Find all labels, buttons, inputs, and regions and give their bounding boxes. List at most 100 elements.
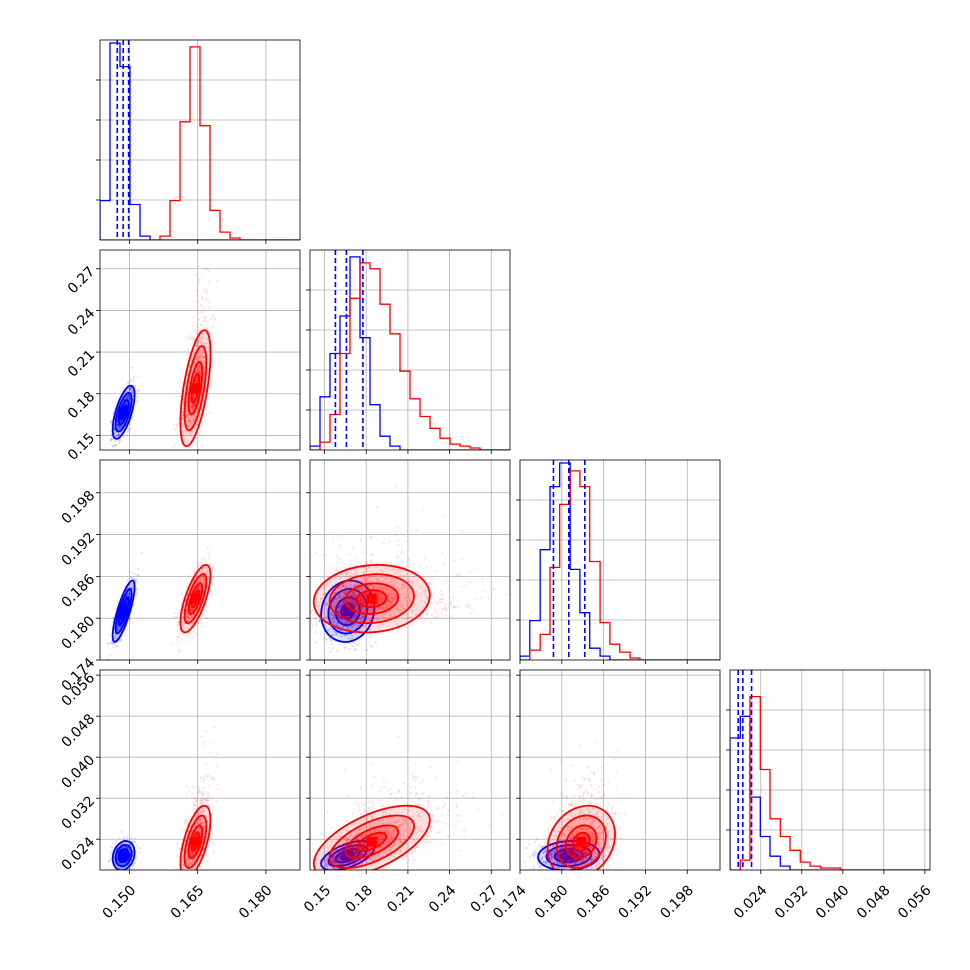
scatter-point-blue-2-1: [360, 606, 363, 609]
scatter-point-red-1-0: [178, 395, 181, 398]
scatter-point-blue-1-0: [109, 420, 112, 424]
hist-bar-red-3-6: [790, 850, 800, 870]
scatter-point-red-1-0: [199, 356, 202, 359]
scatter-point-blue-2-1: [332, 619, 335, 622]
scatter-point-blue-2-1: [334, 622, 337, 626]
scatter-point-red-1-0: [187, 420, 190, 423]
scatter-point-blue-1-0: [116, 427, 119, 430]
scatter-point-blue-2-1: [361, 598, 364, 601]
scatter-point-blue-2-1: [342, 601, 346, 604]
scatter-point-red-2-1: [416, 593, 419, 597]
scatter-point-red-2-0: [185, 614, 188, 617]
scatter-point-red-1-0: [196, 368, 199, 371]
scatter-point-red-1-0: [194, 358, 197, 361]
scatter-point-red-2-0: [199, 579, 202, 582]
scatter-point-red-1-0: [193, 405, 196, 408]
scatter-point-blue-2-1: [324, 584, 327, 587]
scatter-point-blue-2-1: [353, 590, 356, 593]
scatter-point-red-1-0: [197, 419, 200, 422]
scatter-point-blue-2-1: [361, 602, 364, 605]
scatter-point-blue-1-0: [117, 433, 120, 436]
scatter-point-red-2-1: [320, 597, 323, 600]
scatter-point-red-1-0: [204, 267, 207, 270]
scatter-point-blue-1-0: [119, 425, 122, 428]
scatter-point-blue-2-1: [354, 603, 357, 606]
scatter-point-red-1-0: [193, 395, 196, 398]
hist-bar-red-1-5: [360, 263, 370, 450]
scatter-point-red-2-0: [175, 636, 178, 639]
scatter-point-blue-2-1: [357, 587, 360, 590]
scatter-point-blue-1-0: [127, 428, 130, 431]
scatter-point-red-1-0: [192, 403, 195, 406]
scatter-point-red-1-0: [205, 338, 208, 341]
scatter-point-blue-2-0: [132, 572, 135, 575]
scatter-point-red-2-0: [197, 580, 200, 584]
scatter-point-red-1-0: [181, 433, 184, 437]
scatter-point-red-2-0: [199, 562, 202, 566]
scatter-point-red-1-0: [193, 362, 196, 365]
scatter-point-blue-2-0: [128, 594, 131, 597]
scatter-point-blue-2-1: [359, 598, 362, 601]
scatter-point-blue-2-1: [352, 590, 355, 593]
scatter-point-blue-2-1: [356, 573, 359, 576]
scatter-point-red-1-0: [187, 413, 190, 416]
scatter-point-red-1-0: [194, 371, 197, 374]
scatter-point-red-1-0: [201, 307, 204, 310]
scatter-point-red-2-1: [466, 605, 470, 608]
scatter-point-blue-2-1: [354, 616, 357, 619]
scatter-point-red-1-0: [203, 325, 206, 329]
scatter-point-red-2-1: [360, 606, 363, 609]
scatter-point-blue-2-1: [327, 628, 330, 632]
scatter-point-blue-2-1: [336, 611, 339, 614]
scatter-point-red-2-0: [206, 573, 209, 576]
scatter-point-blue-1-0: [117, 433, 120, 436]
scatter-point-red-2-0: [176, 638, 179, 642]
scatter-point-red-1-0: [191, 430, 194, 434]
scatter-point-red-1-0: [200, 336, 203, 340]
scatter-point-red-2-0: [192, 569, 195, 572]
scatter-point-red-2-1: [367, 591, 370, 594]
scatter-point-blue-2-0: [135, 588, 138, 591]
scatter-point-red-2-1: [371, 569, 374, 572]
scatter-point-red-2-0: [191, 615, 194, 618]
scatter-point-red-1-0: [190, 425, 193, 428]
scatter-point-blue-2-1: [361, 602, 364, 605]
scatter-point-red-1-0: [177, 418, 180, 421]
scatter-point-red-2-1: [345, 623, 348, 626]
scatter-point-red-1-0: [186, 416, 189, 419]
hist-bar-red-2-2: [540, 634, 550, 660]
scatter-point-blue-2-1: [353, 616, 356, 619]
scatter-point-blue-2-1: [362, 615, 366, 619]
scatter-point-blue-2-1: [318, 619, 321, 623]
scatter-point-blue-1-0: [125, 401, 128, 404]
hist-bar-red-3-4: [770, 819, 780, 870]
scatter-point-blue-2-1: [347, 599, 350, 603]
scatter-point-red-2-1: [357, 588, 360, 591]
scatter-point-red-2-1: [393, 596, 396, 599]
scatter-point-blue-1-0: [131, 416, 134, 419]
scatter-point-blue-2-1: [329, 637, 332, 640]
scatter-point-red-1-0: [201, 333, 204, 336]
scatter-point-red-1-0: [199, 365, 202, 368]
scatter-point-blue-1-0: [126, 395, 129, 398]
scatter-point-blue-2-1: [370, 611, 373, 614]
scatter-point-blue-2-1: [347, 627, 350, 630]
scatter-point-red-1-0: [195, 342, 198, 345]
scatter-point-blue-2-1: [353, 603, 356, 606]
scatter-point-red-2-1: [394, 593, 398, 597]
scatter-point-red-2-0: [206, 547, 209, 550]
scatter-point-red-1-0: [188, 335, 191, 338]
scatter-point-red-1-0: [197, 369, 200, 372]
scatter-point-red-1-0: [205, 268, 208, 271]
hist-bar-red-1-9: [400, 371, 410, 450]
scatter-point-red-2-1: [371, 574, 374, 578]
scatter-point-blue-1-0: [114, 440, 117, 443]
scatter-point-red-2-0: [184, 623, 187, 626]
scatter-point-blue-1-0: [128, 394, 131, 397]
hist-bar-blue-2-1: [530, 621, 540, 660]
scatter-point-blue-2-0: [125, 600, 128, 603]
scatter-point-red-2-0: [197, 586, 200, 589]
scatter-point-blue-1-0: [114, 443, 117, 446]
scatter-point-red-1-0: [198, 355, 202, 358]
scatter-point-red-1-0: [196, 352, 200, 355]
